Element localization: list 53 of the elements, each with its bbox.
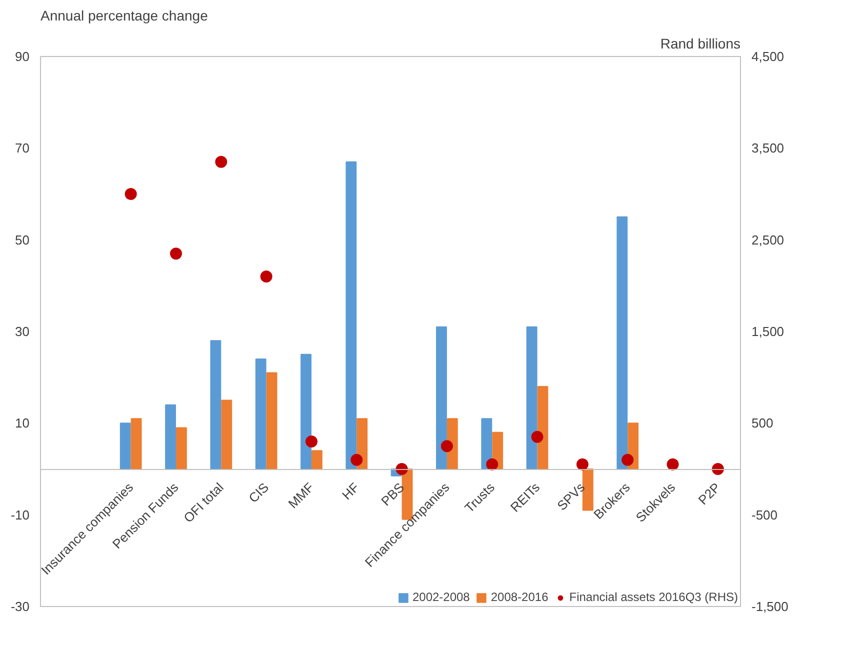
bar [266,372,278,470]
bar [120,422,131,470]
point [305,436,318,448]
y2-tick-label: -500 [752,507,778,522]
y2-tick-label: 500 [752,416,774,431]
point [576,458,588,470]
legend-label: Financial assets 2016Q3 (RHS) [569,590,738,604]
bar [446,418,458,470]
bar [436,326,447,470]
point [124,188,137,200]
bar [130,418,142,470]
point [170,248,182,260]
point [350,454,363,466]
y-tick-label: 70 [15,140,30,156]
y2-tick-label: 3,500 [752,140,784,156]
point [531,430,544,443]
bar [210,340,222,470]
point [666,458,679,470]
y-tick-label: -10 [10,507,30,522]
y2-axis-title: Rand billions [660,36,741,52]
y-axis-title: Annual percentage change [40,8,208,24]
point [215,156,228,168]
y2-tick-label: 4,500 [752,49,784,64]
y-tick-label: -30 [10,599,30,614]
point [396,463,408,475]
y-tick-label: 30 [15,324,30,339]
legend-label: 2008-2016 [490,590,548,604]
point [622,454,634,466]
bar [346,161,357,470]
bar [537,386,548,470]
x-tick-label: P2P [695,480,724,508]
point [712,463,724,475]
bar [176,427,187,470]
y-tick-label: 50 [15,232,30,248]
point [486,458,498,470]
bar [300,354,312,470]
bar [526,326,538,470]
y2-tick-label: 2,500 [752,232,784,248]
y-tick-label: 90 [15,49,30,64]
bar [616,216,628,470]
bar [165,404,176,470]
y-tick-label: 10 [15,416,30,431]
point [260,270,272,282]
x-tick-label: CIS [246,479,272,506]
x-tick-label: HF [339,480,362,503]
bar [311,450,322,470]
y2-tick-label: -1,500 [752,599,788,614]
legend-label: 2002-2008 [412,590,470,604]
point [440,440,453,452]
bar [481,418,492,470]
bar [221,400,232,470]
bar [255,358,266,470]
y2-tick-label: 1,500 [752,324,784,339]
